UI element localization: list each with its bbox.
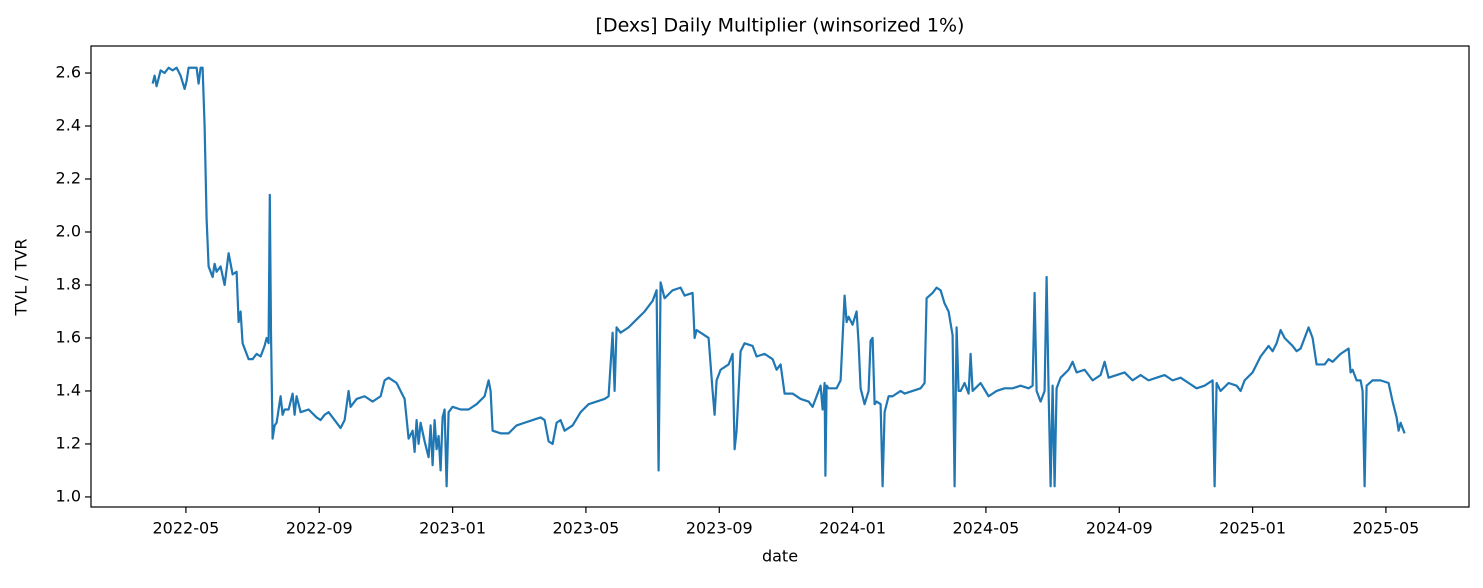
x-tick-label: 2025-01 <box>1219 519 1286 538</box>
x-tick-label: 2022-09 <box>286 519 353 538</box>
x-axis-label: date <box>762 547 798 566</box>
x-tick-label: 2025-05 <box>1352 519 1419 538</box>
y-tick-label: 2.4 <box>56 116 81 135</box>
y-tick-label: 1.4 <box>56 380 81 399</box>
y-tick-label: 1.8 <box>56 274 81 293</box>
x-tick-label: 2023-05 <box>552 519 619 538</box>
x-tick-label: 2023-01 <box>419 519 486 538</box>
y-tick-label: 1.2 <box>56 433 81 452</box>
y-axis-label: TVL / TVR <box>12 238 31 316</box>
x-tick-label: 2024-09 <box>1086 519 1153 538</box>
y-tick-label: 2.0 <box>56 221 81 240</box>
y-tick-label: 2.6 <box>56 63 81 82</box>
data-line <box>151 66 1406 488</box>
y-tick-label: 1.6 <box>56 327 81 346</box>
plot-frame <box>90 45 1470 508</box>
x-tick-label: 2022-05 <box>152 519 219 538</box>
y-tick-label: 1.0 <box>56 486 81 505</box>
y-tick-label: 2.2 <box>56 169 81 188</box>
x-tick-label: 2024-01 <box>819 519 886 538</box>
x-tick-label: 2023-09 <box>686 519 753 538</box>
chart-title: [Dexs] Daily Multiplier (winsorized 1%) <box>596 15 965 37</box>
x-tick-label: 2024-05 <box>952 519 1019 538</box>
